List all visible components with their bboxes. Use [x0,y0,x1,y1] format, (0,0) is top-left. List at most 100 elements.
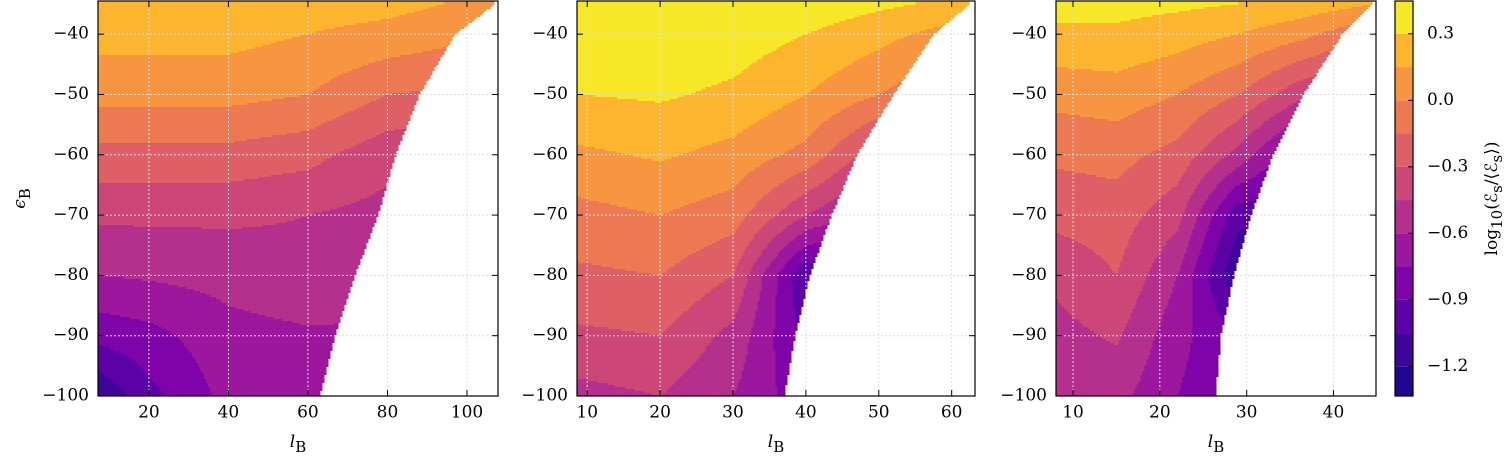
colorbar-tick-label: −0.6 [1427,223,1468,243]
contour-band [1056,25,1351,179]
y-tick-label: −70 [53,205,89,225]
label-part: ϵ [10,199,30,209]
contour-band [577,81,902,275]
y-tick-label: −90 [53,325,89,345]
y-tick-label: −90 [1011,325,1047,345]
colorbar-tick-label: −1.2 [1427,356,1468,376]
contour-band [1056,1,1239,23]
x-tick-label: 20 [649,403,671,423]
x-tick-label: 10 [1062,403,1084,423]
y-tick-label: −70 [1011,205,1047,225]
label-sub: s [1488,155,1506,163]
x-tick-label: 50 [868,403,890,423]
colorbar-tick-label: −0.9 [1427,289,1468,309]
colorbar-band [1395,166,1413,201]
colorbar-tick-label: 0.0 [1427,90,1454,110]
contour-band [577,1,916,103]
x-tick-label: 10 [576,403,598,423]
label-sub: B [295,438,306,456]
y-tick-label: −80 [1011,265,1047,285]
colorbar-band [1395,67,1413,101]
label-part: l [768,432,773,452]
y-axis-label: ϵB [10,188,35,209]
colorbar-band [1395,33,1413,68]
y-tick-label: −40 [532,24,568,44]
y-tick-label: −80 [53,265,89,285]
x-tick-label: 20 [138,403,160,423]
y-tick-label: −80 [532,265,568,285]
colorbar-band [1395,100,1413,134]
contour-band [577,117,880,335]
plot-frame [97,0,499,397]
colorbar-tick-label: 0.3 [1427,23,1454,43]
y-tick-label: −60 [532,144,568,164]
x-tick-label: 30 [722,403,744,423]
colorbar-tick-label: −0.3 [1427,156,1468,176]
x-tick-label: 80 [377,403,399,423]
contour-band [1056,49,1333,273]
contour-band [1178,167,1269,396]
contour-band [98,91,421,183]
y-tick-label: −100 [42,386,89,406]
y-tick-label: −60 [53,144,89,164]
x-tick-label: 30 [1236,403,1258,423]
contour-band [98,345,165,396]
plot-frame [576,0,976,397]
colorbar-band [1395,200,1413,234]
y-tick-label: −40 [1011,24,1047,44]
contour-band [1222,231,1247,291]
contour-band [773,243,822,396]
x-tick-label: 40 [795,403,817,423]
x-tick-label: 40 [218,403,240,423]
colorbar-band [1395,333,1413,367]
y-tick-label: −40 [53,24,89,44]
label-part: (ℰ [1482,193,1502,210]
x-axis-label: lB [290,432,306,457]
x-tick-label: 40 [1323,403,1345,423]
contour-band [577,25,944,215]
label-sub: 10 [1488,210,1506,229]
y-tick-label: −50 [53,84,89,104]
y-tick-label: −60 [1011,144,1047,164]
label-sub: s [1488,185,1506,193]
label-sub: B [773,438,784,456]
label-part: ⟩) [1482,142,1502,155]
contour-band [98,1,495,107]
colorbar-band [1395,1,1413,34]
contour-band [1056,101,1301,396]
label-part: /⟨ℰ [1482,163,1502,186]
y-tick-label: −50 [532,84,568,104]
contour-band [1132,127,1287,396]
colorbar-band [1395,299,1413,334]
plot-frame [1055,0,1377,397]
y-tick-label: −50 [1011,84,1047,104]
contour-band [577,197,840,396]
y-tick-label: −90 [532,325,568,345]
colorbar-band [1395,233,1413,267]
x-tick-label: 60 [941,403,963,423]
y-tick-label: −100 [1000,386,1047,406]
label-part: l [1208,432,1213,452]
colorbar-label: log10(ℰs/⟨ℰs⟩) [1482,142,1507,256]
label-part: log [1482,229,1502,256]
colorbar-band [1395,266,1413,300]
contour-band [733,223,830,396]
contour-band [98,187,387,325]
contour-band [98,311,213,396]
contour-band [1208,199,1257,321]
colorbar-band [1395,133,1413,167]
label-sub: B [1213,438,1224,456]
contour-band [98,1,445,55]
x-axis-label: lB [1208,432,1224,457]
label-part: l [290,432,295,452]
x-tick-label: 60 [297,403,319,423]
contour-band [1056,75,1317,345]
colorbar-band [1395,366,1413,396]
contour-band [577,1,970,161]
x-tick-label: 20 [1149,403,1171,423]
contour-band [98,47,447,143]
colorbar-frame [1394,0,1414,397]
x-tick-label: 100 [451,403,483,423]
